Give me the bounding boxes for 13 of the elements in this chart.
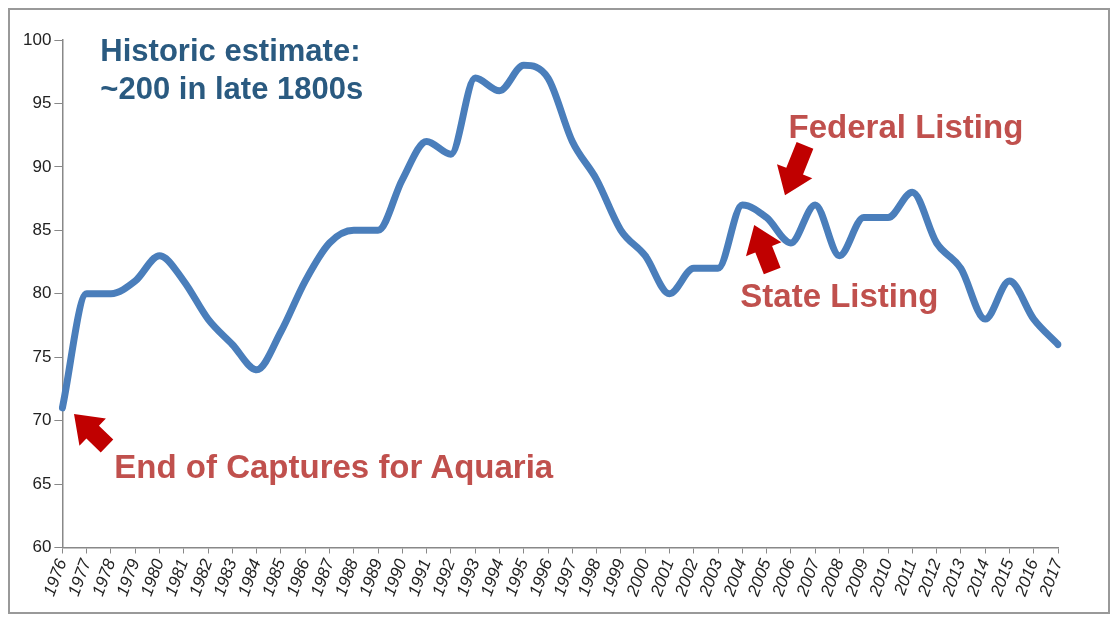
annotation: End of Captures for Aquaria [114, 447, 554, 486]
y-tick-label: 85 [32, 219, 52, 239]
y-tick-label: 70 [32, 410, 52, 430]
y-tick-label: 60 [32, 537, 52, 557]
annotation: Historic estimate: ~200 in late 1800s [100, 32, 365, 108]
y-tick-label: 90 [32, 156, 52, 176]
annotation: State Listing [740, 276, 939, 315]
annotation: Federal Listing [788, 107, 1024, 146]
y-tick-label: 80 [32, 283, 52, 303]
y-tick-label: 95 [32, 93, 52, 113]
y-tick-label: 100 [22, 29, 52, 49]
y-tick-label: 75 [32, 346, 52, 366]
y-tick-label: 65 [32, 473, 52, 493]
